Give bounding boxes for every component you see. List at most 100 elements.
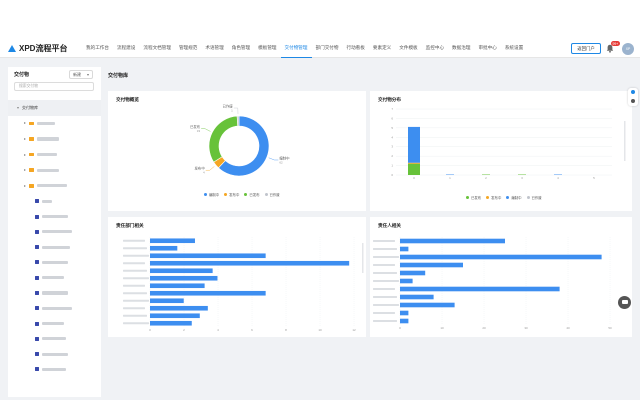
bar[interactable] — [150, 238, 195, 244]
nav-item[interactable]: 模板管理 — [258, 45, 277, 50]
bar[interactable] — [150, 245, 178, 251]
tree-file-item[interactable] — [8, 255, 101, 270]
person-bar-chart: 0 10 20 30 40 50 — [373, 237, 612, 330]
user-avatar[interactable]: XP — [622, 43, 634, 55]
nav-item[interactable]: 系统设置 — [504, 45, 524, 50]
file-icon — [35, 367, 39, 372]
bar[interactable] — [150, 260, 350, 266]
bar[interactable] — [400, 318, 409, 324]
pie-slice[interactable] — [236, 115, 240, 127]
info-icon[interactable] — [631, 99, 635, 103]
tree-folder-item[interactable] — [8, 116, 101, 132]
tree-file-item[interactable] — [8, 301, 101, 316]
pie-leader-line — [233, 107, 239, 115]
nav-item[interactable]: 部门交付物 — [315, 45, 339, 50]
legend-item[interactable]: 发布中 — [486, 195, 501, 200]
tree-file-item[interactable] — [8, 239, 101, 254]
bar[interactable] — [400, 270, 426, 276]
redacted-label — [42, 306, 72, 310]
bell-icon[interactable] — [606, 44, 614, 53]
legend-item[interactable]: 已发布 — [244, 192, 260, 197]
new-dropdown-button[interactable]: 新建 — [69, 70, 93, 79]
bar[interactable] — [400, 246, 409, 252]
nav-item[interactable]: 流程建设 — [116, 45, 136, 50]
tree-file-item[interactable] — [8, 270, 101, 285]
bar[interactable] — [150, 253, 266, 259]
tree-folder-item[interactable] — [8, 131, 101, 147]
chat-icon[interactable] — [618, 296, 631, 309]
nav-item[interactable]: 术语管理 — [205, 45, 224, 50]
nav-item[interactable]: 审批中心 — [478, 45, 497, 50]
bar[interactable] — [408, 162, 420, 164]
legend-item[interactable]: 已作废 — [526, 195, 542, 200]
overview-title: 交付物概览 — [116, 97, 139, 102]
legend-item[interactable]: 已发布 — [466, 195, 481, 200]
chart-scrollbar[interactable] — [362, 243, 364, 273]
nav-item[interactable]: 文件模板 — [399, 45, 418, 50]
tree-file-item[interactable] — [8, 316, 101, 331]
bar[interactable] — [408, 126, 420, 163]
distribution-panel: 交付物分布 7 6 5 4 3 2 1 0 0 1 2 3 4 5 已发布 发布中 编制中 已作废 — [370, 91, 632, 211]
bar[interactable] — [150, 275, 218, 281]
tree-root-item[interactable]: 交付物库 — [8, 100, 101, 116]
nav-item[interactable]: 流程文档管理 — [143, 45, 171, 50]
bar[interactable] — [400, 278, 413, 284]
bar[interactable] — [150, 268, 213, 274]
help-icon[interactable] — [631, 90, 635, 94]
file-icon — [35, 214, 39, 219]
return-portal-button[interactable]: 返回门户 — [571, 43, 601, 54]
tree-folder-item[interactable] — [8, 147, 101, 163]
bar[interactable] — [400, 286, 560, 292]
bar[interactable] — [408, 163, 420, 175]
bar[interactable] — [150, 320, 192, 326]
tree-file-item[interactable] — [8, 362, 101, 377]
tree-folder-item[interactable] — [8, 162, 101, 178]
person-title: 责任人相关 — [378, 223, 401, 228]
pie-slice[interactable] — [218, 115, 270, 177]
bar[interactable] — [400, 238, 505, 244]
redacted-category-label — [373, 320, 397, 322]
folder-icon — [29, 121, 34, 126]
y-tick-label: 1 — [391, 164, 393, 168]
tree-file-item[interactable] — [8, 331, 101, 346]
nav-item[interactable]: 监控中心 — [425, 45, 445, 50]
caret-right-icon — [24, 169, 26, 172]
nav-item[interactable]: 管理规范 — [178, 45, 198, 50]
bar[interactable] — [150, 290, 266, 296]
bar[interactable] — [400, 310, 409, 316]
nav-item[interactable]: 角色管理 — [231, 45, 251, 50]
nav-item[interactable]: 数据治理 — [452, 45, 471, 50]
bar[interactable] — [150, 298, 184, 304]
bar[interactable] — [400, 302, 455, 308]
redacted-category-label — [123, 299, 149, 302]
tree-file-item[interactable] — [8, 347, 101, 362]
tree-folder-item[interactable] — [8, 178, 101, 194]
bar[interactable] — [150, 283, 205, 289]
legend-dot-icon — [466, 196, 469, 199]
redacted-label — [37, 152, 57, 157]
folder-icon — [29, 184, 34, 188]
bar[interactable] — [150, 305, 208, 311]
legend-item[interactable]: 已作废 — [264, 192, 280, 197]
tree-file-item[interactable] — [8, 285, 101, 300]
bar[interactable] — [150, 313, 200, 319]
nav-item[interactable]: 我的工作台 — [86, 45, 109, 50]
legend-item[interactable]: 编制中 — [506, 195, 522, 200]
nav-item[interactable]: 行动看板 — [346, 45, 365, 50]
app-logo[interactable]: XPD流程平台 — [8, 43, 67, 54]
tree-file-item[interactable] — [8, 224, 101, 239]
sidebar-search-input[interactable]: 搜索交付物 — [14, 82, 94, 91]
nav-item[interactable]: 交付物管理 — [280, 38, 312, 58]
bar[interactable] — [400, 262, 463, 268]
tree-file-item[interactable] — [8, 209, 101, 224]
pie-slice[interactable] — [208, 115, 239, 163]
y-tick-label: 6 — [391, 116, 393, 120]
bar[interactable] — [400, 294, 434, 300]
tree-file-item[interactable] — [8, 194, 101, 209]
nav-item[interactable]: 要素定义 — [372, 45, 392, 50]
chart-scrollbar[interactable] — [624, 121, 626, 161]
legend-item[interactable]: 发布中 — [224, 192, 239, 197]
notification-badge: 99+ — [611, 41, 620, 46]
bar[interactable] — [400, 254, 602, 260]
legend-item[interactable]: 编制中 — [204, 192, 219, 197]
